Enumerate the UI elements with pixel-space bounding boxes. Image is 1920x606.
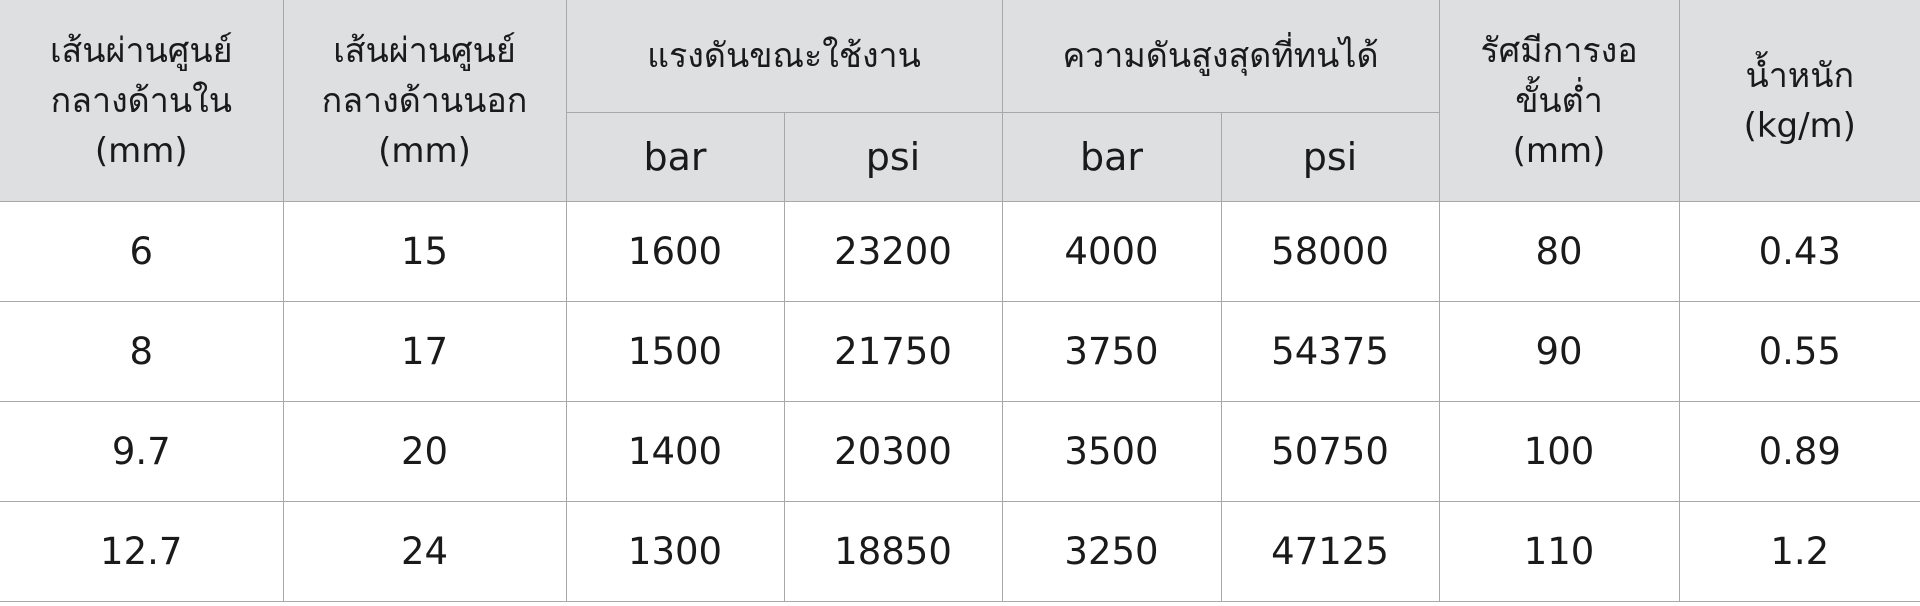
header-weight: น้ำหนัก (kg/m)	[1678, 0, 1920, 202]
header-outer-diameter: เส้นผ่านศูนย์ กลางด้านนอก (mm)	[282, 0, 567, 202]
table-cell: 6	[0, 201, 284, 302]
table-cell: 23200	[783, 201, 1003, 302]
header-unit: (mm)	[94, 130, 188, 171]
table-cell: 9.7	[0, 401, 284, 502]
table-cell: 90	[1438, 301, 1680, 402]
table-cell: 110	[1438, 501, 1680, 602]
table-cell: 21750	[783, 301, 1003, 402]
header-line: กลางด้านนอก	[321, 80, 528, 121]
header-unit: (mm)	[1512, 130, 1606, 171]
header-bend-radius: รัศมีการงอ ขั้นต่ำ (mm)	[1438, 0, 1680, 202]
table-cell: 1500	[565, 301, 785, 402]
table-cell: 24	[282, 501, 567, 602]
table-cell: 0.89	[1678, 401, 1920, 502]
header-burst-pressure: ความดันสูงสุดที่ทนได้	[1001, 0, 1440, 113]
subheader-working-psi: psi	[783, 112, 1003, 202]
table-row: 6 15 1600 23200 4000 58000 80 0.43	[0, 201, 1920, 302]
table-cell: 80	[1438, 201, 1680, 302]
table-cell: 15	[282, 201, 567, 302]
table-cell: 20	[282, 401, 567, 502]
table-cell: 17	[282, 301, 567, 402]
table-cell: 12.7	[0, 501, 284, 602]
table-cell: 1300	[565, 501, 785, 602]
table-cell: 58000	[1220, 201, 1440, 302]
table-cell: 3750	[1001, 301, 1222, 402]
table-cell: 8	[0, 301, 284, 402]
header-line: น้ำหนัก	[1745, 55, 1855, 96]
header-unit: (kg/m)	[1743, 105, 1856, 146]
header-inner-diameter: เส้นผ่านศูนย์ กลางด้านใน (mm)	[0, 0, 284, 202]
table-cell: 47125	[1220, 501, 1440, 602]
subheader-burst-bar: bar	[1001, 112, 1222, 202]
table-cell: 0.43	[1678, 201, 1920, 302]
table-cell: 20300	[783, 401, 1003, 502]
table-cell: 3500	[1001, 401, 1222, 502]
table-cell: 1400	[565, 401, 785, 502]
table-row: 9.7 20 1400 20300 3500 50750 100 0.89	[0, 401, 1920, 502]
table-cell: 4000	[1001, 201, 1222, 302]
table-cell: 54375	[1220, 301, 1440, 402]
table-cell: 1.2	[1678, 501, 1920, 602]
subheader-working-bar: bar	[566, 112, 785, 202]
table-cell: 100	[1438, 401, 1680, 502]
table-cell: 0.55	[1678, 301, 1920, 402]
header-line: กลางด้านใน	[50, 80, 232, 121]
table-row: 8 17 1500 21750 3750 54375 90 0.55	[0, 301, 1920, 402]
table-cell: 1600	[565, 201, 785, 302]
header-line: รัศมีการงอ	[1480, 30, 1638, 71]
header-line: ขั้นต่ำ	[1515, 80, 1603, 121]
header-line: เส้นผ่านศูนย์	[49, 30, 233, 71]
table-cell: 18850	[783, 501, 1003, 602]
header-unit: (mm)	[378, 130, 471, 171]
table-row: 12.7 24 1300 18850 3250 47125 110 1.2	[0, 501, 1920, 602]
header-working-pressure: แรงดันขณะใช้งาน	[565, 0, 1003, 113]
header-line: เส้นผ่านศูนย์	[333, 30, 516, 71]
table-cell: 50750	[1220, 401, 1440, 502]
table-cell: 3250	[1001, 501, 1222, 602]
subheader-burst-psi: psi	[1220, 112, 1440, 202]
